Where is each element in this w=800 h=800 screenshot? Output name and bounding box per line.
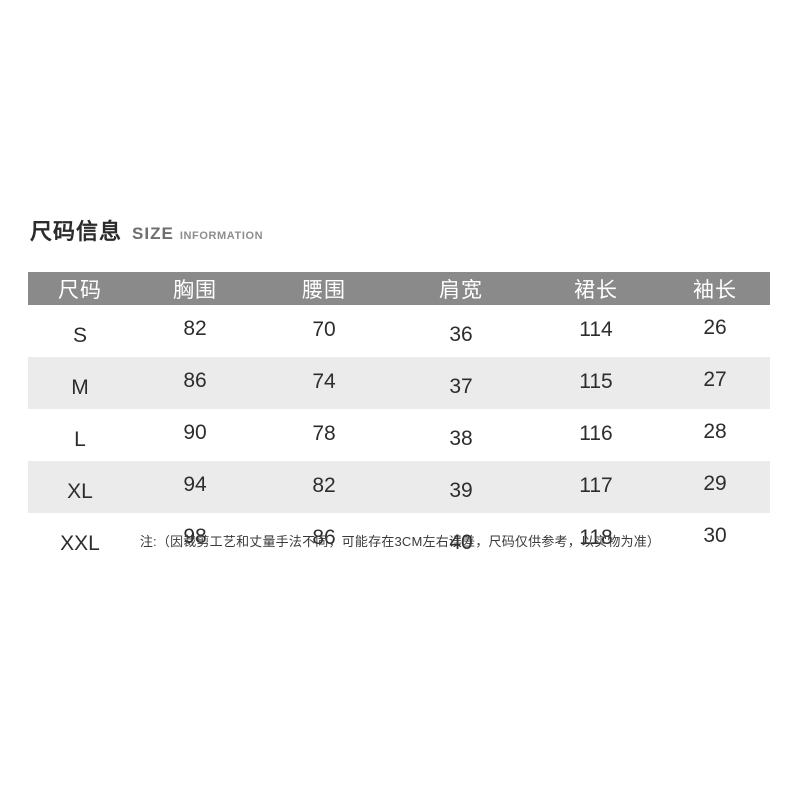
cell-size: M	[71, 376, 89, 399]
size-chart-table: 尺码 胸围 腰围 肩宽 裙长 袖长 S 82 70 36 114 26 M 86…	[28, 272, 770, 565]
table-row: XL 94 82 39 117 29	[28, 461, 770, 513]
title-information-label: INFORMATION	[179, 230, 264, 242]
table-row: XXL 98 86 40 118 30	[28, 513, 770, 565]
cell-bust: 82	[183, 317, 207, 340]
table-row: S 82 70 36 114 26	[28, 305, 770, 357]
cell-dress-length: 116	[579, 422, 613, 445]
size-info-title: 尺码信息 SIZE INFORMATION	[30, 214, 263, 244]
cell-bust: 98	[183, 525, 207, 548]
column-header-bust: 胸围	[173, 278, 217, 302]
cell-bust: 86	[183, 369, 207, 392]
cell-waist: 82	[312, 474, 336, 497]
table-header-row: 尺码 胸围 腰围 肩宽 裙长 袖长	[28, 272, 770, 305]
measurement-disclaimer-note: 注:（因裁剪工艺和丈量手法不同，可能存在3CM左右误差，尺码仅供参考，以实物为准…	[139, 534, 661, 549]
cell-waist: 78	[312, 422, 336, 445]
cell-dress-length: 117	[579, 474, 613, 497]
cell-waist: 70	[312, 318, 336, 341]
title-size-label: SIZE	[132, 224, 174, 243]
cell-shoulder: 39	[449, 479, 473, 502]
cell-size: L	[74, 428, 86, 451]
column-header-waist: 腰围	[302, 278, 346, 302]
cell-sleeve-length: 28	[703, 420, 727, 443]
cell-shoulder: 36	[449, 323, 473, 346]
table-row: M 86 74 37 115 27	[28, 357, 770, 409]
cell-dress-length: 118	[579, 526, 613, 549]
cell-size: S	[72, 324, 87, 347]
column-header-dress-length: 裙长	[574, 278, 618, 302]
cell-sleeve-length: 29	[703, 472, 727, 495]
cell-size: XXL	[60, 532, 100, 555]
column-header-size: 尺码	[58, 278, 102, 302]
cell-sleeve-length: 26	[703, 316, 727, 339]
cell-shoulder: 37	[449, 375, 473, 398]
cell-waist: 74	[312, 370, 336, 393]
cell-sleeve-length: 30	[703, 524, 727, 547]
cell-shoulder: 40	[449, 531, 473, 554]
title-chinese: 尺码信息	[30, 219, 123, 244]
cell-dress-length: 114	[579, 318, 613, 341]
column-header-sleeve-length: 袖长	[693, 278, 737, 302]
table-row: L 90 78 38 116 28	[28, 409, 770, 461]
cell-shoulder: 38	[449, 427, 473, 450]
cell-sleeve-length: 27	[703, 368, 727, 391]
cell-bust: 94	[183, 473, 207, 496]
cell-dress-length: 115	[579, 370, 613, 393]
cell-size: XL	[67, 480, 93, 503]
column-header-shoulder: 肩宽	[439, 278, 483, 302]
cell-waist: 86	[312, 526, 336, 549]
cell-bust: 90	[183, 421, 207, 444]
